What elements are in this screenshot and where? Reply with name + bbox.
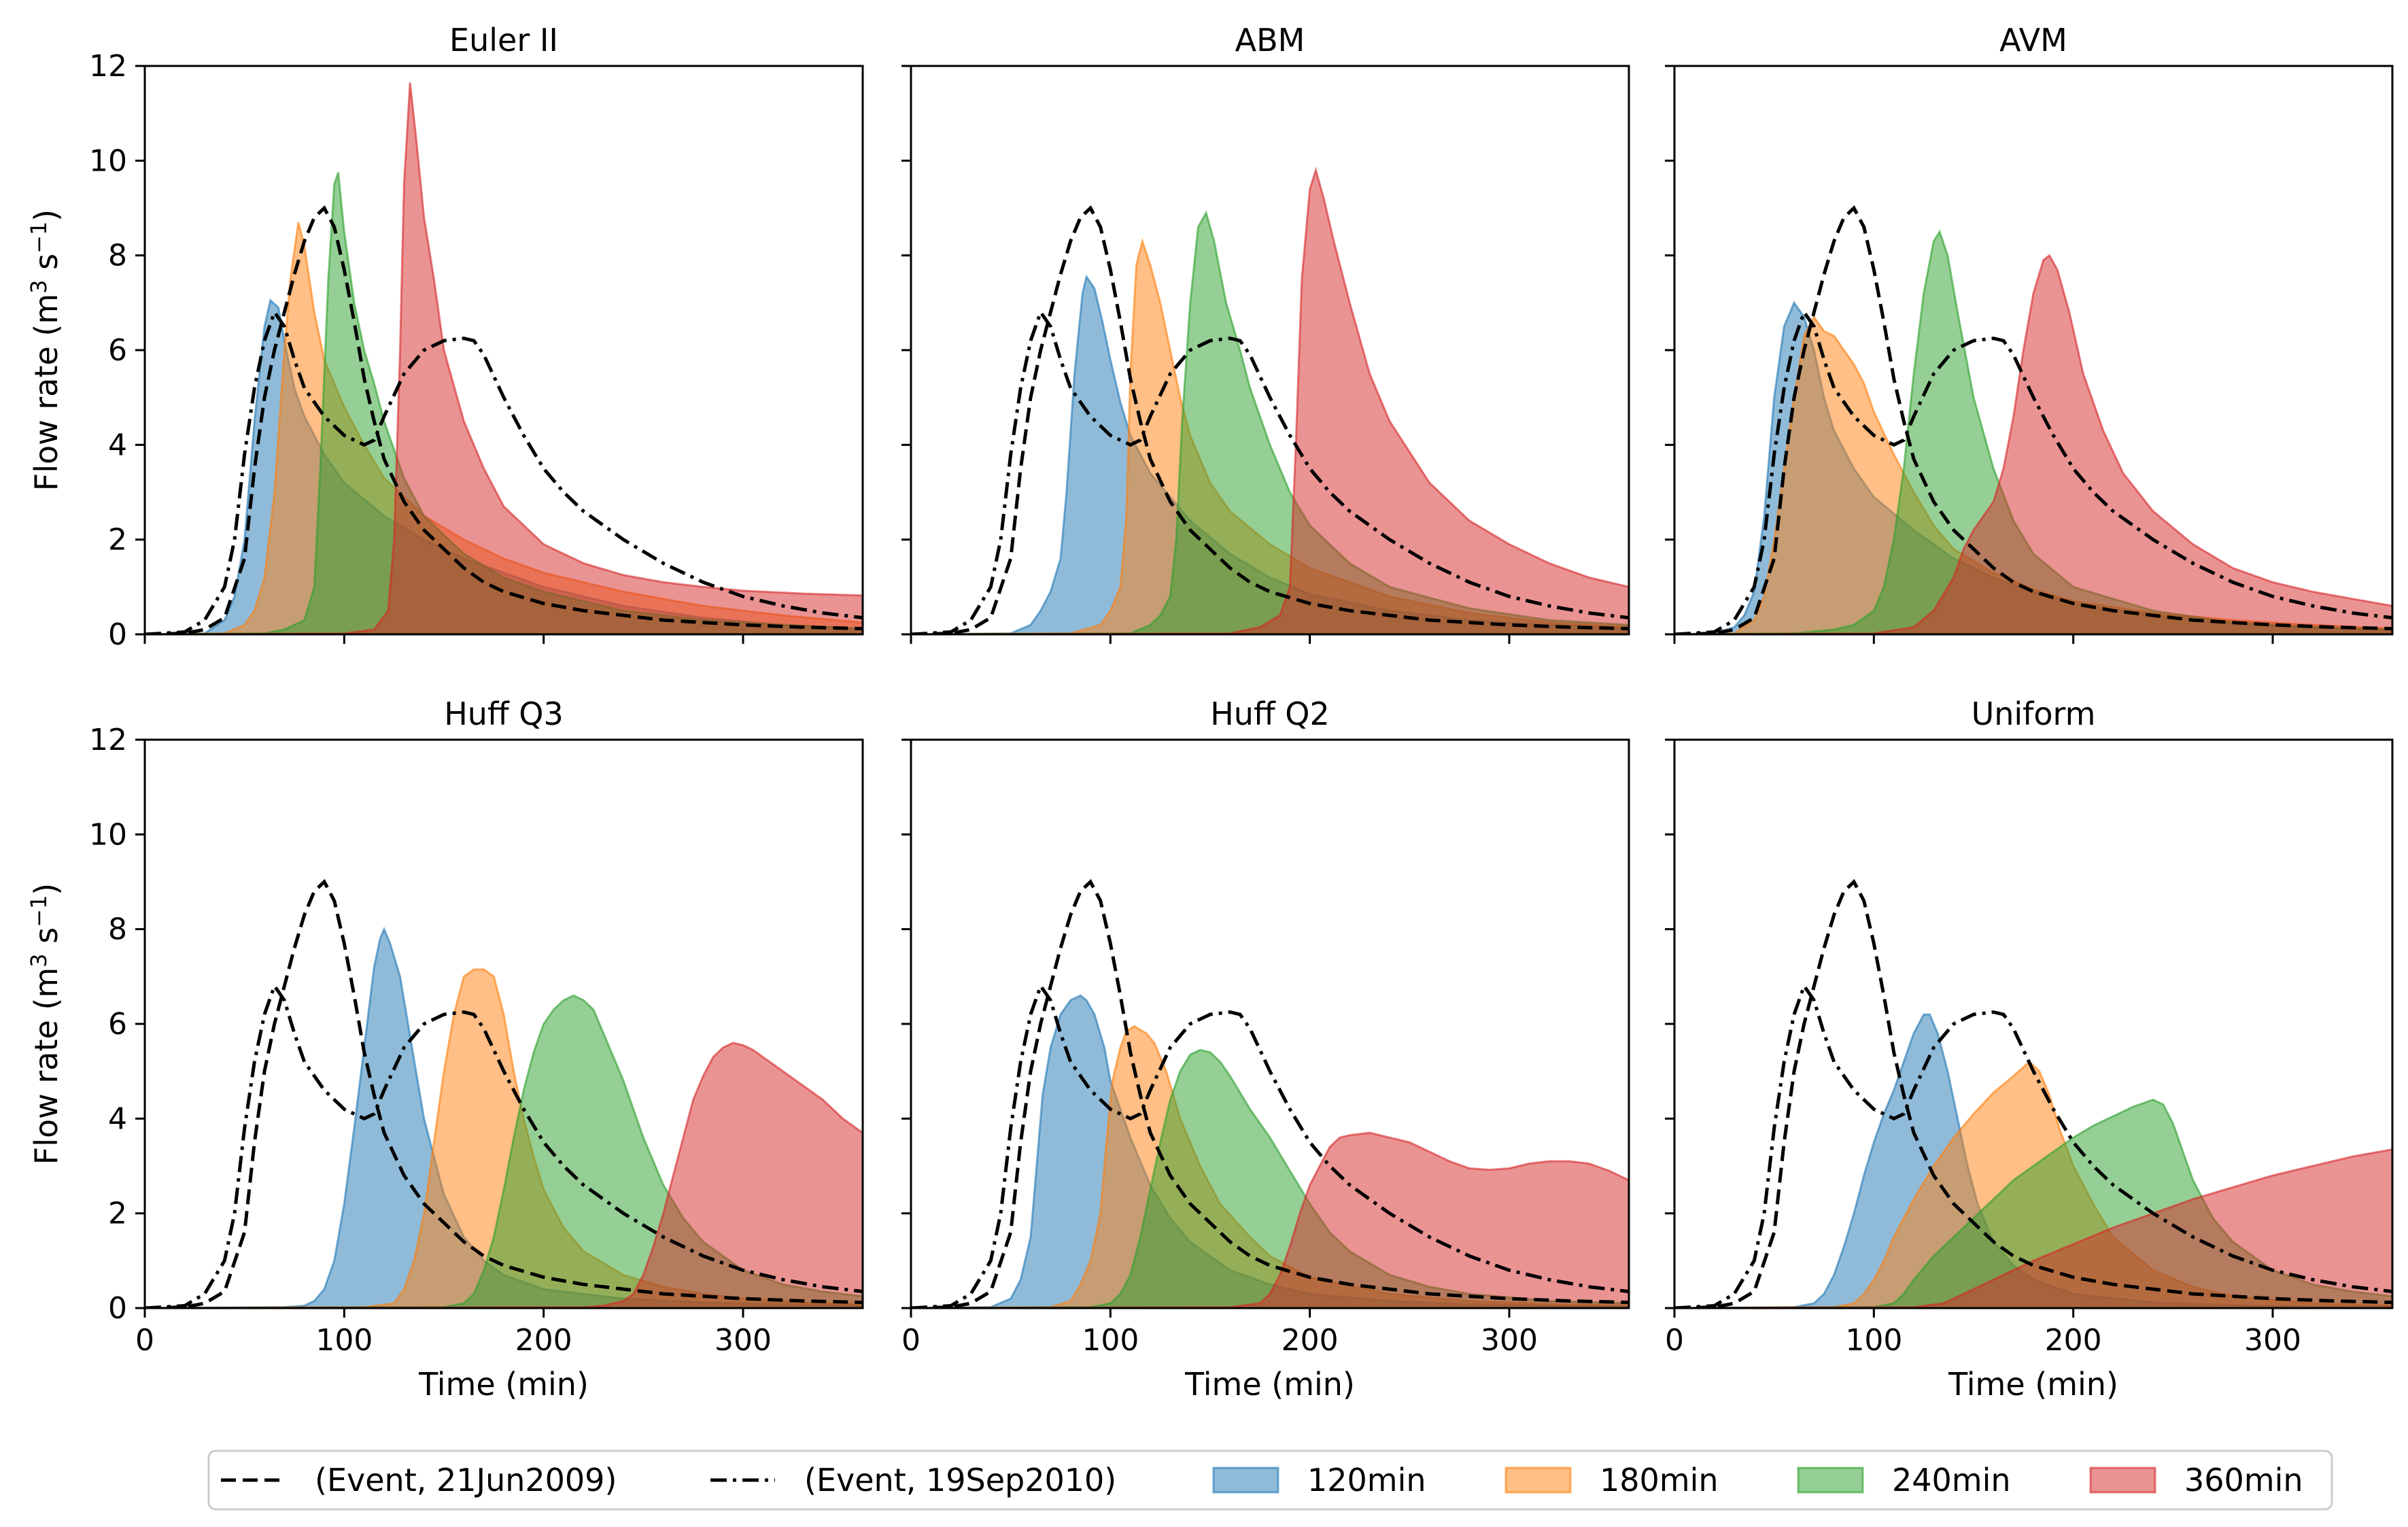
subplot-title: ABM (1235, 22, 1305, 58)
y-axis-label-part: ) (28, 209, 65, 222)
y-axis-label-superscript: 3 (26, 953, 52, 967)
legend-entry--event-19sep2010-: (Event, 19Sep2010) (710, 1462, 1116, 1498)
subplot-title: Huff Q3 (444, 696, 564, 732)
area-series-360min (911, 167, 1629, 634)
subplot-huff-q3: 0 100 200 300 0 2 4 6 8 10 12 Huff Q3 Time (min) Flow… (26, 696, 864, 1403)
subplot-title: Euler II (449, 22, 558, 58)
subplot-uniform: 0 100 200 300 Uniform Time (min) (1665, 696, 2394, 1403)
x-axis-label: Time (min) (1948, 1366, 2118, 1403)
y-axis-label: Flow rate (m3 s−1) (26, 883, 65, 1165)
y-tick-label: 4 (108, 428, 127, 462)
subplot-title: Uniform (1972, 696, 2096, 732)
x-tick-label: 200 (1282, 1323, 1339, 1358)
subplot-avm: AVM (1665, 22, 2394, 644)
legend: (Event, 21Jun2009) (Event, 19Sep2010) 120m… (207, 1449, 2333, 1511)
subplot-huff-q2: 0 100 200 300 Huff Q2 Time (min) (901, 696, 1630, 1403)
subplot-euler-ii: 0 2 4 6 8 10 12 Euler II Flow rate (m3 s−1) (26, 22, 864, 652)
area-series-360min (911, 1131, 1629, 1308)
legend-patch-sample (1212, 1466, 1279, 1494)
subplot-abm: ABM (901, 22, 1630, 644)
y-tick-label: 0 (108, 617, 127, 652)
area-group (1674, 205, 2392, 634)
x-axis-label: Time (min) (1184, 1366, 1355, 1403)
area-group (145, 878, 863, 1308)
legend-entry-240min: 240min (1797, 1462, 2011, 1498)
legend-patch-sample (2089, 1466, 2156, 1494)
x-tick-label: 0 (135, 1323, 154, 1358)
legend-label: 360min (2184, 1462, 2303, 1498)
x-tick-label: 0 (1665, 1323, 1684, 1358)
x-tick-label: 200 (2045, 1323, 2102, 1358)
area-series-360min (1674, 254, 2392, 634)
x-tick-label: 100 (1845, 1323, 1902, 1358)
y-axis-label-superscript: −1 (26, 895, 52, 927)
legend-entry-120min: 120min (1212, 1462, 1426, 1498)
y-tick-label: 2 (108, 523, 127, 557)
y-axis-label: Flow rate (m3 s−1) (26, 209, 65, 492)
y-tick-label: 12 (89, 723, 127, 757)
event-line-21jun2009 (911, 205, 1629, 634)
legend-patch-sample (1504, 1466, 1572, 1494)
y-axis-label-part: Flow rate (m (28, 967, 65, 1165)
area-series-360min (1674, 1148, 2392, 1308)
x-tick-label: 300 (715, 1323, 772, 1358)
event-line-21jun2009 (1674, 878, 2392, 1308)
event-line-19sep2010 (911, 308, 1629, 634)
x-axis-label: Time (min) (418, 1366, 589, 1403)
y-tick-label: 2 (108, 1197, 127, 1231)
event-line-21jun2009 (145, 878, 863, 1308)
x-tick-label: 0 (901, 1323, 921, 1358)
legend-label: 180min (1600, 1462, 1719, 1498)
event-line-19sep2010 (145, 982, 863, 1308)
legend-entry-360min: 360min (2089, 1462, 2303, 1498)
y-axis-label-part: s (28, 927, 65, 954)
y-tick-label: 6 (108, 1007, 127, 1042)
x-tick-label: 200 (515, 1323, 572, 1358)
event-line-19sep2010 (1674, 982, 2392, 1308)
legend-label: 120min (1307, 1462, 1426, 1498)
legend-label: (Event, 21Jun2009) (315, 1462, 617, 1498)
event-line-21jun2009 (145, 205, 863, 634)
x-tick-label: 100 (1082, 1323, 1139, 1358)
event-line-21jun2009 (911, 878, 1629, 1308)
y-axis-label-superscript: 3 (26, 279, 52, 293)
area-group (911, 167, 1629, 634)
y-axis-label-superscript: −1 (26, 222, 52, 254)
x-tick-label: 300 (1481, 1323, 1538, 1358)
legend-patch-sample (1797, 1466, 1864, 1494)
y-axis-label-part: Flow rate (m (28, 294, 65, 491)
area-series-360min (145, 1042, 863, 1308)
area-group (145, 82, 863, 634)
x-tick-label: 100 (315, 1323, 373, 1358)
area-group (1674, 878, 2392, 1308)
legend-label: (Event, 19Sep2010) (804, 1462, 1116, 1498)
y-axis-label-part: ) (28, 883, 65, 895)
event-line-21jun2009 (1674, 205, 2392, 634)
subplot-title: Huff Q2 (1210, 696, 1330, 732)
x-tick-label: 300 (2244, 1323, 2301, 1358)
event-line-19sep2010 (1674, 308, 2392, 634)
y-tick-label: 10 (89, 817, 127, 852)
y-tick-label: 8 (108, 912, 127, 947)
legend-entry-180min: 180min (1504, 1462, 1719, 1498)
event-line-19sep2010 (145, 308, 863, 634)
y-axis-label-part: s (28, 254, 65, 280)
legend-entry--event-21jun2009-: (Event, 21Jun2009) (221, 1462, 617, 1498)
y-tick-label: 12 (89, 49, 127, 84)
y-tick-label: 8 (108, 239, 127, 273)
area-group (911, 878, 1629, 1308)
area-series-360min (145, 82, 863, 634)
subplot-title: AVM (1999, 22, 2067, 58)
y-tick-label: 6 (108, 333, 127, 368)
event-line-19sep2010 (911, 982, 1629, 1308)
y-tick-label: 10 (89, 143, 127, 178)
legend-label: 240min (1892, 1462, 2011, 1498)
y-tick-label: 4 (108, 1101, 127, 1136)
y-tick-label: 0 (108, 1291, 127, 1326)
